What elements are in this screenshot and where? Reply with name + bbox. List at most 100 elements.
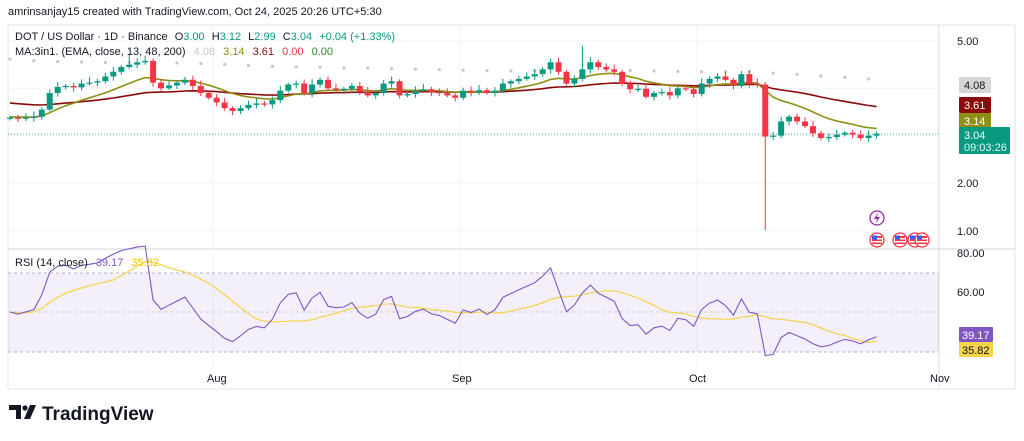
candle — [587, 56, 594, 74]
candle-body — [865, 135, 872, 138]
lightning-event-icon[interactable] — [869, 210, 885, 226]
candle — [436, 88, 443, 97]
candle — [110, 67, 117, 81]
ema200-price-label: 4.08 — [959, 77, 991, 93]
candle — [738, 71, 745, 89]
candle — [770, 132, 777, 141]
candle — [523, 72, 530, 81]
svg-text:3.14: 3.14 — [964, 116, 985, 128]
candle — [571, 75, 578, 88]
candle-body — [317, 79, 324, 85]
candle-body — [205, 93, 212, 98]
candle-body — [158, 82, 165, 89]
candle-body — [491, 90, 498, 94]
candle — [261, 100, 268, 107]
candle-body — [452, 95, 459, 98]
candle — [38, 107, 45, 120]
candle — [46, 89, 53, 112]
candle — [126, 54, 133, 69]
us-flag-event-icon[interactable] — [892, 232, 908, 248]
ema200-dot — [8, 57, 12, 61]
candle-body — [690, 89, 697, 94]
price-tick: 5.00 — [957, 36, 978, 48]
candle-body — [277, 90, 284, 101]
tradingview-logo: TradingView — [9, 404, 154, 425]
candle — [158, 79, 165, 92]
candle — [173, 80, 180, 90]
ema200-dot — [461, 68, 465, 72]
ema200-dot — [342, 66, 346, 70]
candle — [54, 82, 61, 97]
candle-body — [348, 85, 355, 89]
ema48-price-label: 3.61 — [959, 97, 991, 113]
ema200-dot — [390, 67, 394, 71]
change-value: +0.04 (+1.33%) — [319, 31, 395, 43]
candle-body — [380, 83, 387, 94]
credit-text: amrinsanjay15 created with TradingView.c… — [8, 6, 382, 18]
us-flag-event-icon[interactable] — [869, 232, 885, 248]
candle — [205, 90, 212, 100]
candle-body — [476, 90, 483, 93]
rsi-ma-line — [9, 261, 877, 344]
candle — [269, 96, 276, 109]
candle-body — [746, 74, 753, 84]
candle-body — [261, 103, 268, 105]
candle-body — [809, 126, 816, 134]
ema200-dot — [175, 61, 179, 65]
candle-body — [38, 109, 45, 117]
candle — [746, 69, 753, 88]
candle — [619, 69, 626, 87]
bar-countdown: 09:03:26 — [964, 142, 1007, 154]
candle-body — [635, 88, 642, 90]
candle — [14, 114, 21, 123]
candle-body — [78, 83, 85, 88]
candle — [332, 83, 339, 93]
ema200-dot — [676, 69, 680, 74]
candle-body — [619, 71, 626, 84]
candle-body — [857, 134, 864, 138]
ema200-dot — [485, 69, 489, 73]
legend-row-ma[interactable]: MA:3in1. (EMA, close, 13, 48, 200) 4.08 … — [15, 46, 333, 58]
rsi-tick: 80.00 — [957, 248, 985, 260]
ema200-dot — [79, 60, 84, 64]
candle — [802, 117, 808, 129]
candle-body — [293, 83, 300, 85]
ema200-dot — [843, 75, 847, 80]
candle-body — [70, 85, 77, 88]
us-flag-event-icon[interactable] — [914, 232, 930, 248]
symbol-title: DOT / US Dollar · 1D · Binance — [15, 31, 168, 43]
candle — [325, 76, 331, 91]
candle-body — [213, 97, 220, 103]
candle — [499, 78, 506, 94]
candle-body — [94, 81, 101, 83]
candle-body — [794, 116, 801, 122]
candle-body — [245, 104, 252, 109]
ma-title: MA:3in1. (EMA, close, 13, 48, 200) — [15, 46, 186, 58]
candle — [293, 80, 300, 89]
candle-body — [372, 93, 379, 96]
candle — [635, 84, 642, 93]
candle — [94, 78, 101, 87]
rsi-tick: 60.00 — [957, 287, 985, 299]
candle — [809, 120, 816, 137]
svg-text:3.04: 3.04 — [964, 130, 985, 142]
time-tick: Nov — [930, 373, 950, 385]
candle — [722, 71, 729, 82]
candle — [197, 80, 204, 97]
ema200-dot — [270, 64, 274, 69]
candles — [7, 45, 880, 231]
candle — [309, 79, 316, 98]
legend-row-rsi[interactable]: RSI (14, close) 39.17 35.82 — [15, 257, 159, 269]
low-value: 2.99 — [254, 31, 275, 43]
candle — [245, 100, 252, 111]
candle — [555, 57, 562, 75]
candle — [491, 87, 498, 97]
candle — [348, 82, 355, 93]
candle — [794, 113, 801, 125]
legend-row-1[interactable]: DOT / US Dollar · 1D · Binance O3.00 H3.… — [15, 31, 395, 43]
candle — [118, 65, 125, 75]
candle-body — [714, 76, 721, 79]
candle-body — [420, 89, 427, 91]
ema200-dot — [294, 65, 298, 69]
